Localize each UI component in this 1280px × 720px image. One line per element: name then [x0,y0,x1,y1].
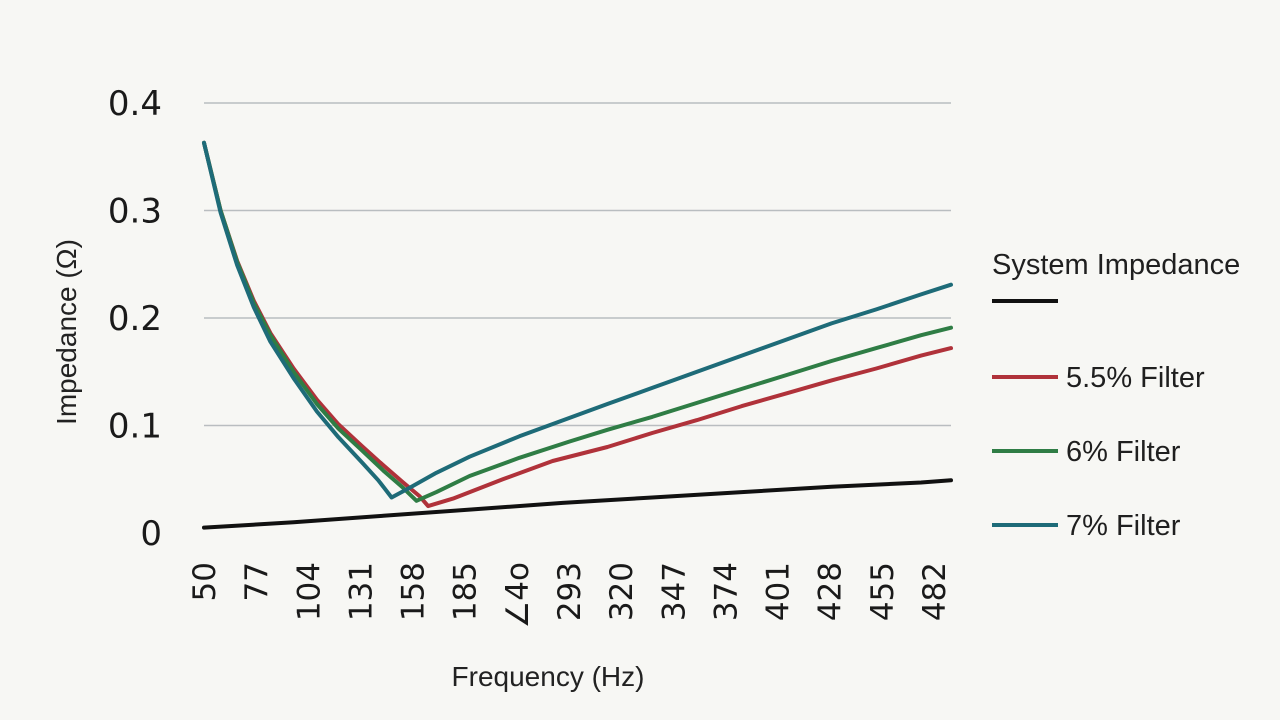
legend-label-7-filter: 7% Filter [1066,510,1181,542]
series-line-5-5-filter [202,140,953,509]
x-tick-label: ∠4o [500,562,536,628]
x-tick-label: 428 [813,562,849,621]
x-tick-label: 293 [552,562,588,621]
x-tick-label: 131 [343,562,379,621]
x-axis-label: Frequency (Hz) [452,661,645,692]
y-axis-label: Impedance (Ω) [51,239,82,425]
legend: System Impedance 5.5% Filter 6% Filter 7… [992,249,1240,542]
series-lines [202,140,953,530]
series-line-7-filter [202,140,953,500]
series-line-system-impedance [202,478,953,530]
y-axis-ticks: 0 0.1 0.2 0.3 0.4 [108,84,162,554]
y-tick-label: 0.1 [108,407,162,447]
series-line-6-filter [202,140,953,503]
x-tick-label: 347 [656,562,692,621]
x-tick-label: 158 [396,562,432,621]
x-tick-label: 455 [865,562,901,621]
x-tick-label: 374 [708,562,744,621]
x-tick-label: 104 [291,562,327,621]
x-tick-label: 77 [239,562,275,601]
grid-lines [204,102,951,427]
x-axis-ticks: 50 77 104 131 158 185 ∠4o 293 320 347 374 401 428 455… [187,562,953,628]
x-tick-label: 482 [917,562,953,621]
x-tick-label: 50 [187,562,223,601]
x-tick-label: 185 [448,562,484,621]
y-tick-label: 0.2 [108,299,162,339]
y-tick-label: 0.4 [108,84,162,124]
legend-label-system-impedance: System Impedance [992,249,1240,281]
legend-label-6-filter: 6% Filter [1066,436,1181,468]
legend-label-5-5-filter: 5.5% Filter [1066,362,1205,394]
y-tick-label: 0 [140,514,162,554]
y-tick-label: 0.3 [108,192,162,232]
x-tick-label: 320 [604,562,640,621]
x-tick-label: 401 [761,562,797,621]
